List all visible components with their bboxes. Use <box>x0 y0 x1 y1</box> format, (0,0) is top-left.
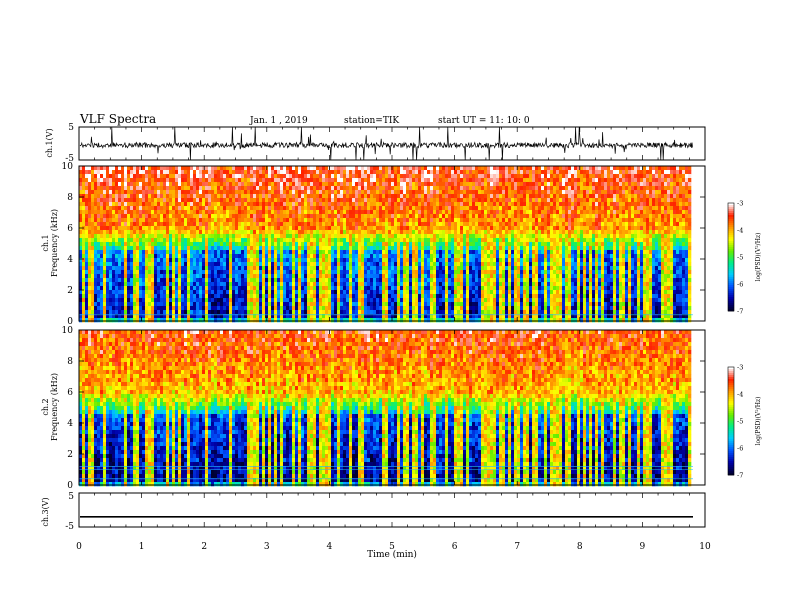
time-tick-label: 2 <box>201 542 207 552</box>
ch3-ytick-5: 5 <box>68 492 74 502</box>
time-axis-tick-labels: 0 1 2 3 4 5 6 7 8 9 10 <box>76 542 711 552</box>
time-tick-label: 0 <box>76 542 82 552</box>
colorbar-tick-label: -3 <box>737 200 743 208</box>
time-tick-label: 7 <box>514 542 520 552</box>
ch2-spectrogram-heatmap <box>79 330 705 487</box>
ch3-waveform-frame <box>78 492 706 528</box>
ch2-channel-label: ch.2 <box>41 398 50 415</box>
ch1-spectrogram-panel: 0 2 4 6 8 10 ch.1 Frequency (kHz) <box>41 162 706 327</box>
ch1-spectrogram-heatmap <box>79 166 705 323</box>
ch1-colorbar-label: log(PSD)(V²/Hz) <box>755 233 762 282</box>
header-start-time: start UT = 11: 10: 0 <box>438 116 530 126</box>
frequency-tick-label: 4 <box>67 255 73 265</box>
ch1-ytick-5: 5 <box>68 123 74 133</box>
header-station: station=TIK <box>344 116 399 126</box>
ch1-waveform-ylabel: ch.1(V) <box>45 128 54 157</box>
colorbar-tick-label: -6 <box>737 445 743 453</box>
ch2-colorbar-gradient <box>728 367 734 476</box>
ch2-colorbar-label: log(PSD)(V²/Hz) <box>755 397 762 446</box>
ch1-waveform-trace <box>79 126 693 161</box>
time-tick-label: 3 <box>264 542 270 552</box>
ch3-waveform-ticks <box>78 492 706 528</box>
ch2-frequency-tick-labels: 0 2 4 6 8 10 <box>62 326 74 491</box>
frequency-tick-label: 6 <box>67 388 73 398</box>
frequency-tick-label: 0 <box>67 317 73 327</box>
ch3-waveform-panel: 5 -5 ch.3(V) <box>41 492 706 532</box>
frequency-tick-label: 8 <box>67 357 73 367</box>
frequency-tick-label: 6 <box>67 224 73 234</box>
ch1-colorbar-ticks: -3 -4 -5 -6 -7 <box>737 200 743 316</box>
frequency-tick-label: 10 <box>62 326 74 336</box>
frequency-tick-label: 2 <box>67 286 73 296</box>
ch1-colorbar: -3 -4 -5 -6 -7 log(PSD)(V²/Hz) <box>727 200 762 316</box>
time-axis-label: Time (min) <box>367 549 417 560</box>
time-tick-label: 5 <box>389 542 395 552</box>
figure-title: VLF Spectra <box>79 112 156 126</box>
frequency-tick-label: 8 <box>67 193 73 203</box>
time-tick-label: 9 <box>640 542 646 552</box>
time-tick-label: 10 <box>699 542 711 552</box>
ch1-frequency-ylabel: Frequency (kHz) <box>50 209 59 277</box>
colorbar-tick-label: -7 <box>737 308 743 316</box>
time-tick-label: 4 <box>327 542 333 552</box>
time-tick-label: 6 <box>452 542 458 552</box>
colorbar-tick-label: -7 <box>737 472 743 480</box>
ch2-spectrogram-ticks <box>78 329 706 486</box>
ch2-colorbar-ticks: -3 -4 -5 -6 -7 <box>737 364 743 480</box>
ch1-colorbar-gradient <box>728 203 734 312</box>
ch1-spectrogram-ticks <box>78 165 706 322</box>
colorbar-tick-label: -4 <box>737 227 743 235</box>
ch1-channel-label: ch.1 <box>41 234 50 251</box>
colorbar-tick-label: -5 <box>737 254 743 262</box>
colorbar-tick-label: -3 <box>737 364 743 372</box>
ch1-waveform-ticks <box>78 126 706 161</box>
ch1-frequency-tick-labels: 0 2 4 6 8 10 <box>62 162 74 327</box>
ch2-spectrogram-panel: 0 2 4 6 8 10 ch.2 Frequency (kHz) <box>41 326 706 491</box>
ch1-waveform-panel: 5 -5 ch.1(V) <box>45 123 706 164</box>
colorbar-tick-label: -4 <box>737 391 743 399</box>
header-date: Jan. 1 , 2019 <box>249 116 308 126</box>
ch3-ytick-minus5: -5 <box>65 522 74 532</box>
ch2-frequency-ylabel: Frequency (kHz) <box>50 373 59 441</box>
frequency-tick-label: 2 <box>67 450 73 460</box>
frequency-tick-label: 4 <box>67 419 73 429</box>
ch1-ytick-minus5: -5 <box>65 154 74 164</box>
ch3-waveform-ylabel: ch.3(V) <box>41 497 50 526</box>
time-tick-label: 8 <box>577 542 583 552</box>
ch2-colorbar: -3 -4 -5 -6 -7 log(PSD)(V²/Hz) <box>727 364 762 480</box>
colorbar-tick-label: -5 <box>737 418 743 426</box>
colorbar-tick-label: -6 <box>737 281 743 289</box>
frequency-tick-label: 0 <box>67 481 73 491</box>
frequency-tick-label: 10 <box>62 162 74 172</box>
time-tick-label: 1 <box>139 542 145 552</box>
